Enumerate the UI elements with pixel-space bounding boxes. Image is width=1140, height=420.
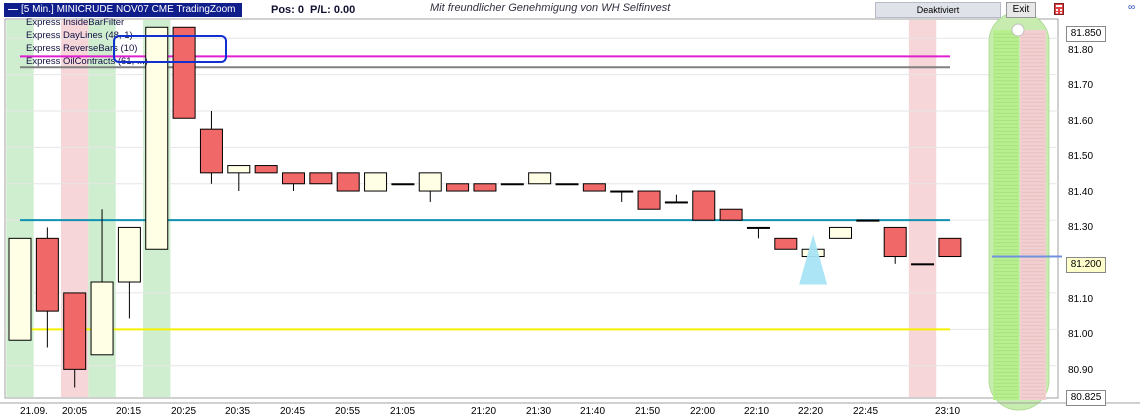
candle-body[interactable]: [883, 226, 907, 258]
candle-body[interactable]: [336, 172, 360, 192]
chart-title-bar[interactable]: [5 Min.] MINICRUDE NOV07 CME TradingZoom: [4, 3, 242, 17]
time-axis-tick: 22:20: [798, 406, 824, 417]
candle-body[interactable]: [309, 172, 333, 185]
candle-body[interactable]: [446, 183, 470, 192]
calculator-icon[interactable]: [1054, 3, 1064, 15]
indicator-item[interactable]: Express InsideBarFilter: [26, 17, 125, 28]
time-axis-tick: 23:10: [935, 406, 961, 417]
time-axis-tick: 21:50: [635, 406, 661, 417]
candle-body[interactable]: [829, 226, 852, 239]
candle-body[interactable]: [199, 128, 223, 174]
indicator-list: Express InsideBarFilter Express DayLines…: [26, 16, 148, 68]
candle-body[interactable]: [610, 190, 634, 193]
candle-body[interactable]: [391, 183, 415, 186]
series-line-swatch: [8, 8, 18, 10]
candle-body[interactable]: [637, 190, 661, 210]
candle-body[interactable]: [692, 190, 716, 221]
time-axis-tick: 21:40: [580, 406, 606, 417]
candle-body[interactable]: [35, 237, 59, 312]
time-axis-tick: 21.09.: [20, 406, 48, 417]
time-axis-tick: 22:10: [744, 406, 770, 417]
candle-body[interactable]: [582, 183, 606, 192]
time-axis-tick: 20:45: [280, 406, 306, 417]
price-axis-tick: 81.40: [1068, 187, 1094, 198]
price-axis-tick: 81.00: [1068, 329, 1094, 340]
candle-body[interactable]: [172, 26, 196, 119]
candle-body[interactable]: [282, 172, 305, 185]
candle-body[interactable]: [227, 165, 251, 174]
time-axis-tick: 22:45: [853, 406, 879, 417]
price-axis-bottom-value: 80.825: [1066, 390, 1106, 406]
time-axis-tick: 21:30: [526, 406, 552, 417]
candle-body[interactable]: [774, 237, 798, 250]
indicator-item[interactable]: Express DayLines (48, 1): [26, 30, 133, 41]
candle-body[interactable]: [364, 172, 388, 192]
candle-body[interactable]: [555, 183, 579, 186]
candle-body[interactable]: [938, 237, 962, 258]
sell-order-column[interactable]: [1020, 30, 1046, 400]
signal-zone: [908, 20, 937, 397]
candle-body[interactable]: [145, 26, 169, 250]
candle-body[interactable]: [117, 226, 141, 283]
price-axis-tick: 81.70: [1068, 80, 1094, 91]
time-axis-tick: 20:15: [116, 406, 142, 417]
buy-order-column[interactable]: [993, 30, 1019, 400]
candle-body[interactable]: [719, 208, 743, 221]
candle-body[interactable]: [418, 172, 442, 192]
panel-handle-icon[interactable]: [1011, 23, 1025, 37]
price-axis-tick: 81.80: [1068, 45, 1094, 56]
candle-body[interactable]: [911, 263, 935, 266]
price-axis-top-value: 81.850: [1066, 26, 1106, 42]
position-info: Pos: 0 P/L: 0.00: [271, 4, 361, 16]
price-axis-tick: 81.50: [1068, 151, 1094, 162]
position-value: Pos: 0: [271, 4, 305, 16]
time-axis-tick: 20:35: [225, 406, 251, 417]
current-price-value: 81.200: [1066, 257, 1106, 273]
permission-notice: Mit freundlicher Genehmigung von WH Self…: [430, 2, 671, 14]
time-axis-tick: 20:55: [335, 406, 361, 417]
settings-link-icon[interactable]: ∞: [1128, 2, 1136, 13]
time-axis-tick: 20:25: [171, 406, 197, 417]
candle-body[interactable]: [856, 219, 880, 222]
candle-body[interactable]: [528, 172, 552, 185]
price-axis-tick: 81.30: [1068, 222, 1094, 233]
chart-title: [5 Min.] MINICRUDE NOV07 CME TradingZoom: [21, 4, 236, 15]
candle-body[interactable]: [8, 237, 32, 341]
candle-body[interactable]: [500, 183, 524, 186]
candle-body[interactable]: [63, 292, 87, 370]
profit-loss-value: P/L: 0.00: [310, 4, 356, 16]
selection-highlight: [113, 35, 227, 63]
time-axis-tick: 21:20: [471, 406, 497, 417]
indicator-item[interactable]: Express ReverseBars (10): [26, 43, 138, 54]
candle-body[interactable]: [664, 201, 688, 204]
price-axis-tick: 80.90: [1068, 365, 1094, 376]
buy-signal-arrow: [799, 234, 828, 285]
exit-button[interactable]: Exit: [1006, 2, 1036, 18]
time-axis-tick: 22:00: [690, 406, 716, 417]
price-axis-tick: 81.60: [1068, 116, 1094, 127]
candle-body[interactable]: [473, 183, 497, 192]
indicator-item[interactable]: Express OilContracts (61, ...): [26, 56, 148, 67]
candle-body[interactable]: [746, 226, 770, 229]
time-axis-tick: 20:05: [62, 406, 88, 417]
time-axis-tick: 21:05: [390, 406, 416, 417]
price-axis-tick: 81.10: [1068, 294, 1094, 305]
deactivate-button[interactable]: Deaktiviert: [875, 2, 1001, 18]
candle-body[interactable]: [90, 281, 114, 356]
candle-body[interactable]: [254, 165, 278, 174]
